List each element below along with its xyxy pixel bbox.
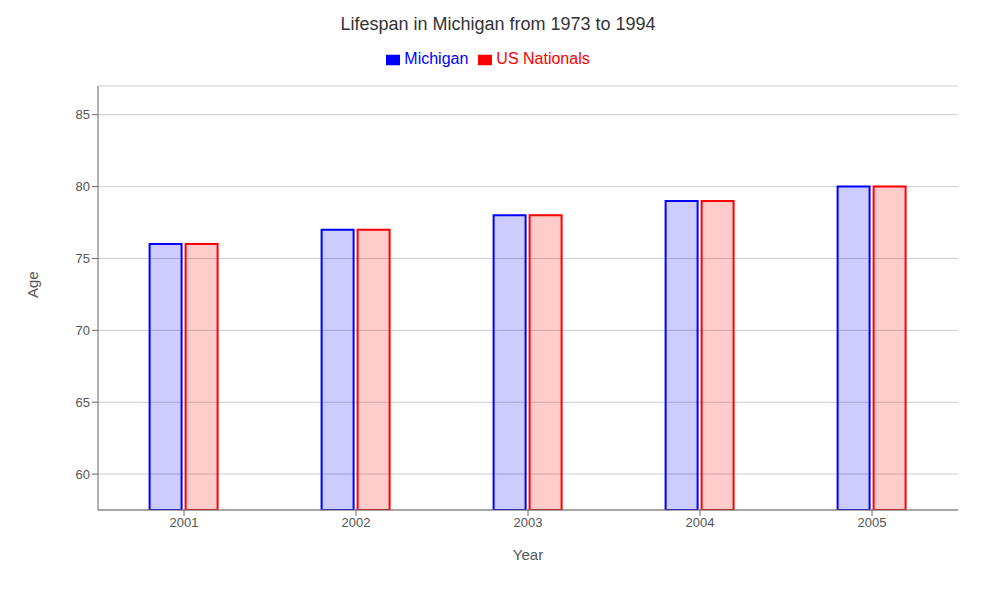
svg-text:Year: Year: [513, 546, 543, 563]
svg-text:Age: Age: [24, 271, 41, 298]
html-text:Lifespan in Michigan from 1973: Lifespan in Michigan from 1973 to 1994: [340, 14, 656, 34]
svg-text:2003: 2003: [514, 515, 543, 530]
html-text:US Nationals: US Nationals: [496, 50, 590, 67]
svg-text:75: 75: [76, 251, 90, 266]
svg-text:2001: 2001: [170, 515, 199, 530]
svg-text:85: 85: [76, 107, 90, 122]
svg-text:2004: 2004: [686, 515, 715, 530]
svg-text:65: 65: [76, 395, 90, 410]
svg-text:70: 70: [76, 323, 90, 338]
html-text:Michigan: Michigan: [404, 50, 469, 67]
svg-text:80: 80: [76, 179, 90, 194]
svg-text:60: 60: [76, 467, 90, 482]
svg-text:2002: 2002: [342, 515, 371, 530]
svg-text:2005: 2005: [858, 515, 887, 530]
